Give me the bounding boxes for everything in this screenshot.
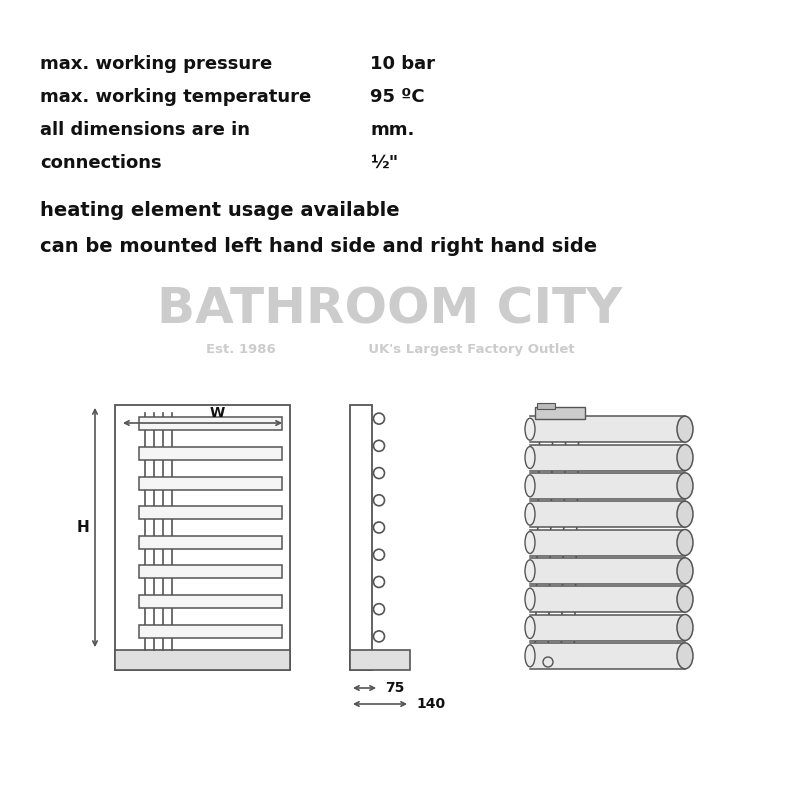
Bar: [139, 418, 282, 430]
Text: 140: 140: [416, 697, 445, 711]
Ellipse shape: [525, 645, 535, 667]
Bar: [530, 501, 685, 527]
Bar: [115, 405, 290, 670]
Ellipse shape: [525, 475, 535, 497]
Ellipse shape: [677, 445, 693, 470]
Text: max. working pressure: max. working pressure: [40, 55, 272, 73]
Bar: [530, 473, 685, 499]
Bar: [535, 407, 585, 419]
Ellipse shape: [677, 473, 693, 499]
Text: all dimensions are in: all dimensions are in: [40, 121, 250, 139]
Ellipse shape: [525, 617, 535, 638]
Text: heating element usage available: heating element usage available: [40, 201, 400, 220]
Ellipse shape: [677, 416, 693, 442]
Bar: [115, 650, 290, 670]
Bar: [530, 530, 685, 555]
Bar: [530, 416, 685, 442]
Bar: [530, 643, 685, 669]
Bar: [139, 625, 282, 638]
Ellipse shape: [677, 530, 693, 555]
Text: mm.: mm.: [370, 121, 414, 139]
Text: ½": ½": [370, 154, 398, 172]
Text: H: H: [76, 520, 89, 535]
Ellipse shape: [525, 446, 535, 469]
Ellipse shape: [677, 614, 693, 641]
Bar: [530, 586, 685, 612]
Bar: [139, 536, 282, 549]
Text: 10 bar: 10 bar: [370, 55, 435, 73]
Ellipse shape: [525, 503, 535, 525]
Ellipse shape: [677, 586, 693, 612]
Ellipse shape: [525, 418, 535, 440]
Ellipse shape: [525, 560, 535, 582]
Text: W: W: [210, 406, 225, 420]
Bar: [139, 447, 282, 460]
Bar: [350, 650, 410, 670]
Bar: [139, 595, 282, 608]
Bar: [139, 566, 282, 578]
Ellipse shape: [525, 531, 535, 554]
Bar: [537, 403, 555, 409]
Bar: [139, 506, 282, 519]
Text: 75: 75: [385, 681, 404, 695]
Bar: [139, 477, 282, 490]
Text: 95 ºC: 95 ºC: [370, 88, 425, 106]
Bar: [530, 614, 685, 641]
Bar: [350, 405, 372, 670]
Bar: [530, 558, 685, 584]
Ellipse shape: [677, 558, 693, 584]
Text: Est. 1986                    UK's Largest Factory Outlet: Est. 1986 UK's Largest Factory Outlet: [206, 343, 574, 357]
Text: can be mounted left hand side and right hand side: can be mounted left hand side and right …: [40, 237, 597, 256]
Text: connections: connections: [40, 154, 162, 172]
Ellipse shape: [525, 588, 535, 610]
Ellipse shape: [677, 501, 693, 527]
Text: BATHROOM CITY: BATHROOM CITY: [158, 286, 622, 334]
Bar: [530, 445, 685, 470]
Text: max. working temperature: max. working temperature: [40, 88, 311, 106]
Ellipse shape: [677, 643, 693, 669]
